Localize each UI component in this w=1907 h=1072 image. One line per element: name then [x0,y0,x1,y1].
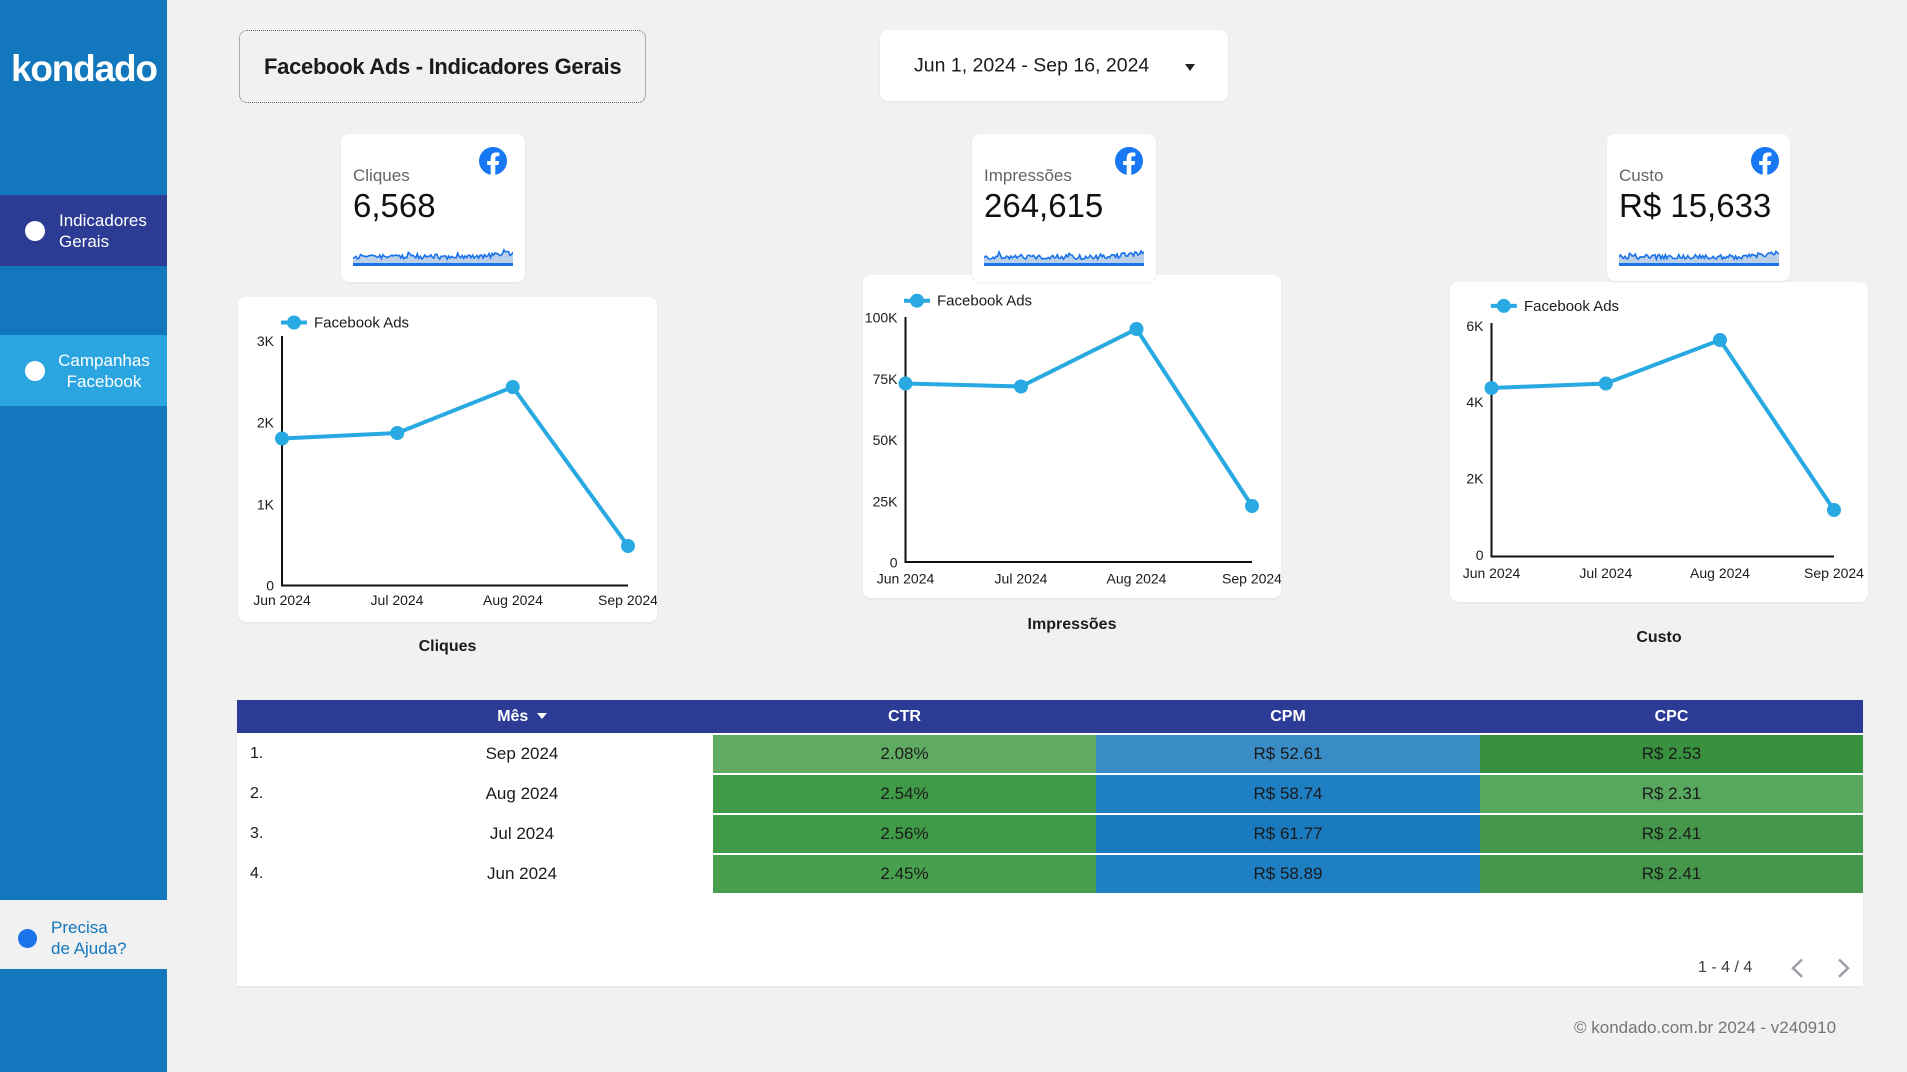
svg-text:0: 0 [266,577,274,593]
svg-text:2K: 2K [257,415,275,431]
svg-text:Jun 2024: Jun 2024 [877,570,935,586]
svg-text:3K: 3K [257,333,275,349]
svg-text:2K: 2K [1466,471,1484,487]
svg-text:Jun 2024: Jun 2024 [1463,565,1521,581]
svg-text:Jul 2024: Jul 2024 [995,570,1048,586]
svg-text:50K: 50K [873,432,899,448]
svg-text:Sep 2024: Sep 2024 [1222,570,1281,586]
svg-text:Jul 2024: Jul 2024 [1579,565,1632,581]
svg-text:100K: 100K [865,310,898,326]
svg-text:75K: 75K [873,371,899,387]
svg-text:Facebook Ads: Facebook Ads [1524,298,1619,315]
svg-text:Jun 2024: Jun 2024 [253,592,311,608]
svg-text:Sep 2024: Sep 2024 [1804,565,1864,581]
svg-text:0: 0 [1476,547,1484,563]
svg-text:1K: 1K [257,497,275,513]
svg-text:Aug 2024: Aug 2024 [1690,565,1750,581]
svg-text:Facebook Ads: Facebook Ads [314,315,409,332]
svg-text:Aug 2024: Aug 2024 [1107,570,1167,586]
svg-text:Jul 2024: Jul 2024 [371,592,424,608]
svg-text:0: 0 [890,555,898,571]
svg-text:6K: 6K [1466,318,1484,334]
svg-text:25K: 25K [873,493,899,509]
svg-text:Facebook Ads: Facebook Ads [937,293,1032,310]
svg-text:4K: 4K [1466,394,1484,410]
svg-text:Sep 2024: Sep 2024 [598,592,657,608]
svg-text:Aug 2024: Aug 2024 [483,592,543,608]
